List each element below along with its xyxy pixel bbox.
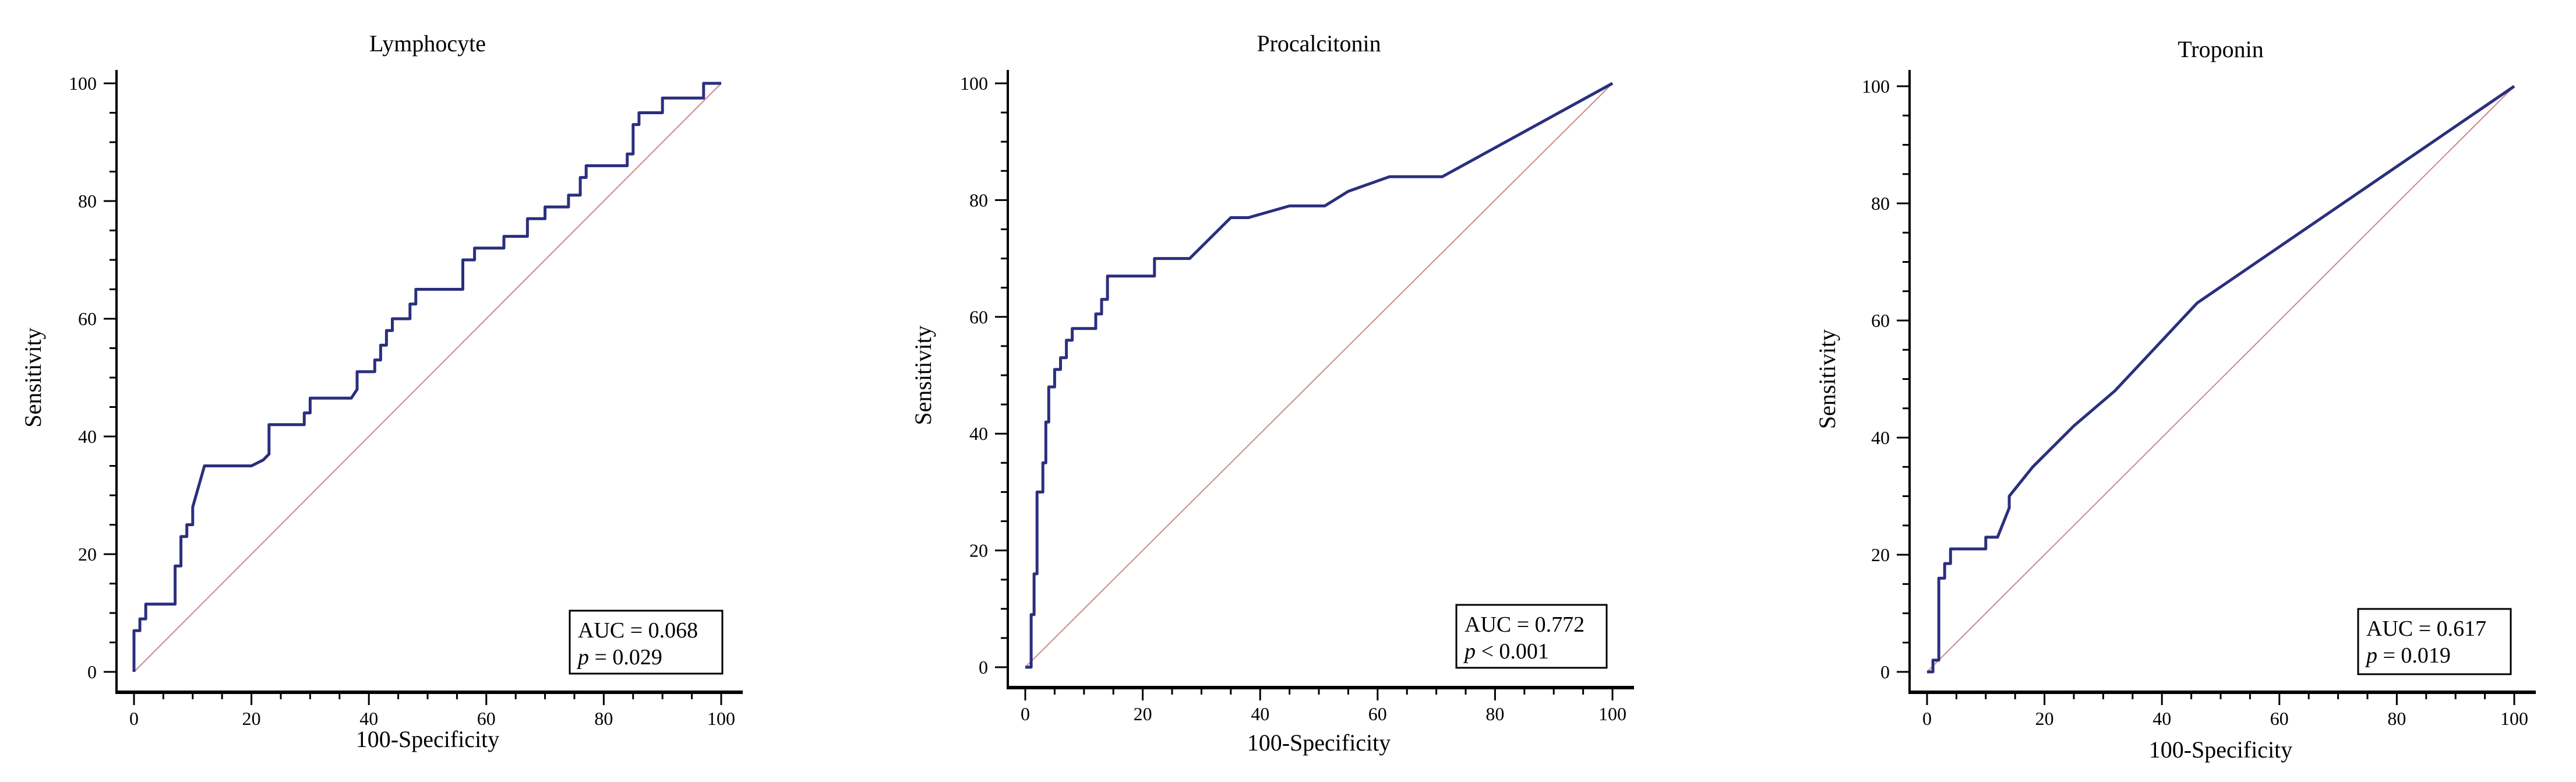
y-axis-label: Sensitivity (910, 325, 936, 425)
y-axis-label: Sensitivity (20, 327, 46, 427)
y-tick-label: 20 (78, 544, 97, 565)
p-value-text: p = 0.019 (2365, 643, 2451, 668)
y-axis-label: Sensitivity (1814, 329, 1840, 429)
p-value: = 0.029 (589, 645, 662, 670)
p-symbol: p (576, 645, 589, 670)
y-tick-label: 40 (969, 423, 988, 444)
x-tick-label: 100 (1598, 703, 1626, 724)
auc-box-frame (2357, 608, 2512, 675)
y-tick-label: 0 (1880, 661, 1890, 682)
p-value: < 0.001 (1476, 639, 1549, 664)
x-tick-label: 60 (1368, 703, 1387, 724)
p-value: = 0.019 (2377, 643, 2451, 668)
x-tick-label: 0 (129, 708, 139, 729)
p-symbol: p (1463, 639, 1476, 664)
y-tick-label: 60 (78, 308, 97, 329)
x-tick-label: 40 (1251, 703, 1269, 724)
roc-curve-line (1025, 82, 1614, 669)
y-tick-label: 80 (78, 191, 97, 212)
y-tick-label: 0 (87, 661, 97, 682)
x-axis-label: 100-Specificity (356, 726, 500, 752)
x-axis-label: 100-Specificity (1247, 730, 1391, 756)
x-tick-label: 60 (477, 708, 496, 729)
x-tick-label: 20 (1134, 703, 1152, 724)
y-tick-label: 20 (1871, 544, 1890, 565)
y-tick-label: 80 (969, 189, 988, 210)
y-tick-label: 40 (78, 426, 97, 447)
x-tick-label: 20 (2035, 708, 2054, 729)
reference-diagonal-line (1926, 86, 2515, 672)
y-tick-label: 40 (1871, 427, 1890, 448)
x-tick-label: 80 (1485, 703, 1504, 724)
roc-panel-lymphocyte: Lymphocyte 0 20 40 60 80 100 0 20 40 60 80 100 100-Sp… (20, 30, 743, 752)
x-axis-label: 100-Specificity (2149, 737, 2293, 763)
chart-title: Procalcitonin (1257, 30, 1381, 57)
roc-panel-procalcitonin: Procalcitonin 0 20 40 60 80 100 0 20 40 60 80 100 100… (910, 30, 1634, 756)
p-symbol: p (2365, 643, 2377, 668)
y-tick-label: 100 (69, 73, 97, 94)
roc-curve-line (1927, 84, 2515, 674)
x-tick-label: 0 (1922, 708, 1932, 729)
chart-title: Troponin (2178, 36, 2263, 62)
roc-panel-troponin: Troponin 0 20 40 60 80 100 0 20 40 60 80 100 100-Spec… (1814, 36, 2536, 763)
x-tick-label: 80 (2387, 708, 2406, 729)
x-tick-label: 0 (1021, 703, 1030, 724)
y-tick-label: 0 (979, 657, 988, 678)
y-tick-label: 100 (1862, 76, 1890, 97)
reference-diagonal-line (133, 83, 722, 672)
y-tick-label: 60 (1871, 310, 1890, 331)
auc-box-frame (569, 610, 724, 675)
chart-title: Lymphocyte (369, 30, 486, 57)
auc-box-frame (1455, 604, 1608, 669)
x-tick-label: 100 (2500, 708, 2528, 729)
y-tick-label: 60 (969, 307, 988, 327)
x-tick-label: 80 (594, 708, 613, 729)
x-tick-label: 20 (242, 708, 261, 729)
p-value-text: p = 0.029 (576, 645, 662, 670)
x-tick-label: 40 (2152, 708, 2171, 729)
y-tick-label: 100 (960, 73, 988, 94)
auc-value-text: AUC = 0.617 (2366, 617, 2486, 641)
auc-value-text: AUC = 0.068 (578, 618, 698, 643)
x-tick-label: 60 (2270, 708, 2289, 729)
reference-diagonal-line (1025, 83, 1613, 668)
x-tick-label: 40 (359, 708, 378, 729)
y-tick-label: 20 (969, 540, 988, 561)
y-tick-label: 80 (1871, 193, 1890, 214)
auc-value-text: AUC = 0.772 (1465, 612, 1585, 637)
roc-curve-line (132, 82, 721, 672)
p-value-text: p < 0.001 (1463, 639, 1549, 664)
x-tick-label: 100 (707, 708, 735, 729)
